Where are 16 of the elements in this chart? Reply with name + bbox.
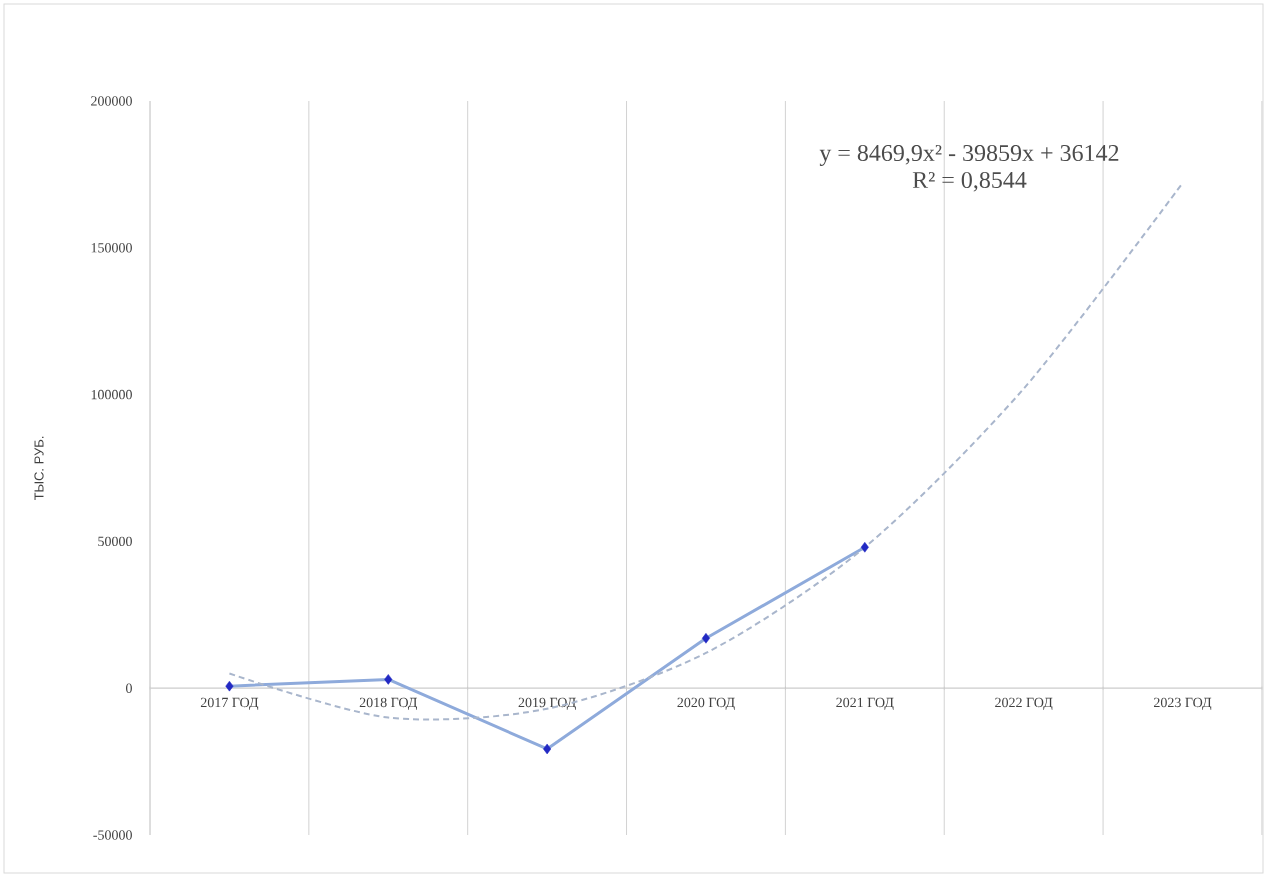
x-tick-label: 2020 ГОД bbox=[677, 697, 735, 711]
y-tick-label: 150000 bbox=[91, 243, 132, 253]
x-tick-label: 2021 ГОД bbox=[836, 697, 894, 711]
y-tick-label: 100000 bbox=[91, 389, 132, 400]
annotation: y = 8469,9x² - 39859x + 36142 bbox=[819, 144, 1119, 167]
x-tick-label: 2023 ГОД bbox=[1154, 697, 1212, 711]
y-tick-label: -50000 bbox=[93, 830, 132, 840]
y-axis-title: ТЫС. РУБ. bbox=[34, 436, 44, 501]
y-tick-label: 200000 bbox=[91, 96, 132, 106]
y-tick-label: 0 bbox=[126, 683, 132, 693]
y-tick-label: 50000 bbox=[98, 536, 132, 547]
x-tick-label: 2018 ГОД bbox=[359, 697, 418, 711]
x-tick-label: 2019 ГОД bbox=[518, 697, 576, 711]
x-tick-label: 2022 ГОД bbox=[995, 697, 1053, 711]
x-tick-label: 2017 ГОД bbox=[200, 697, 259, 711]
annotation: R² = 0,8544 bbox=[912, 171, 1027, 192]
